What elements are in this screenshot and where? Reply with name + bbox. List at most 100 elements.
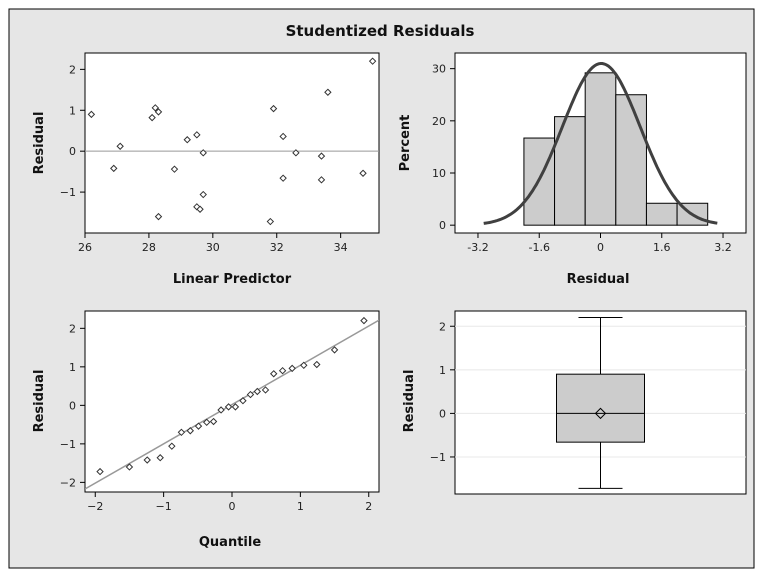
figure-title: Studentized Residuals <box>286 22 475 40</box>
qq-point <box>96 467 104 476</box>
scatter-point <box>279 132 287 141</box>
qq-y-tick-label: −1 <box>60 438 76 451</box>
qq-point <box>278 366 287 375</box>
scatter-y-axis-title: Residual <box>32 112 47 175</box>
qq-plot-area <box>84 310 380 493</box>
histogram-panel: Residual Percent -3.2 -1.6 0 1.6 3.2 0 10 20 30 <box>398 52 747 287</box>
scatter-point <box>269 104 278 113</box>
scatter-point <box>196 205 204 213</box>
histogram-x-tick-label: -1.6 <box>529 241 550 254</box>
scatter-point <box>359 169 367 177</box>
histogram-y-axis-title: Percent <box>398 115 413 172</box>
qq-point <box>168 442 176 450</box>
qq-point <box>186 427 195 435</box>
scatter-point <box>151 104 160 112</box>
histogram-x-tick-label: -3.2 <box>467 241 488 254</box>
scatter-point <box>279 174 287 182</box>
scatter-point <box>110 164 118 173</box>
qq-x-tick-label: 1 <box>297 500 304 513</box>
normal-density-curve <box>483 62 718 225</box>
qq-reference-line <box>85 319 379 490</box>
box-plot-panel: Residual −1 0 1 2 <box>402 310 747 495</box>
box-y-tick-label: 0 <box>439 407 446 420</box>
scatter-point <box>292 149 300 157</box>
histogram-y-tick-label: 10 <box>432 167 446 180</box>
scatter-panel-residual-vs-predictor: Linear Predictor Residual 26 28 30 32 34 −1 0 1… <box>32 52 380 287</box>
scatter-x-tick-label: 32 <box>270 241 284 254</box>
scatter-y-tick-label: 2 <box>69 63 76 76</box>
scatter-y-tick-label: 0 <box>69 145 76 158</box>
qq-y-tick-label: 1 <box>69 361 76 374</box>
box-mean-marker <box>594 407 607 420</box>
histogram-y-tick-label: 0 <box>439 219 446 232</box>
qq-x-tick-label: 0 <box>229 500 236 513</box>
qq-point <box>239 397 247 405</box>
scatter-point <box>87 110 96 119</box>
histogram-x-tick-label: 0 <box>597 241 604 254</box>
scatter-point <box>199 149 207 157</box>
qq-point <box>194 422 203 430</box>
scatter-point <box>317 152 326 160</box>
scatter-y-tick-label: 1 <box>69 104 76 117</box>
histogram-bar <box>584 72 617 226</box>
qq-point <box>288 364 296 373</box>
qq-point <box>253 387 262 396</box>
histogram-y-tick-label: 30 <box>432 63 446 76</box>
qq-y-axis-title: Residual <box>32 370 47 433</box>
qq-x-axis-title: Quantile <box>199 535 261 550</box>
qq-point <box>156 454 164 462</box>
scatter-point <box>193 131 201 139</box>
qq-point <box>224 403 233 411</box>
scatter-point <box>148 113 156 122</box>
scatter-point <box>170 165 179 173</box>
scatter-plot-area <box>84 52 380 234</box>
qq-point <box>177 428 186 437</box>
scatter-point <box>368 57 377 65</box>
qq-point <box>231 403 240 411</box>
scatter-point <box>317 176 326 184</box>
histogram-y-tick-label: 20 <box>432 115 446 128</box>
qq-point <box>360 316 368 325</box>
qq-point <box>217 406 225 414</box>
qq-plot-panel: Quantile Residual −2 −1 0 1 2 −2 −1 0 1 2 <box>32 310 380 550</box>
histogram-x-axis-title: Residual <box>567 272 630 287</box>
scatter-point <box>324 88 332 96</box>
scatter-point <box>116 142 124 150</box>
box-y-tick-label: 2 <box>439 320 446 333</box>
qq-point <box>209 417 218 426</box>
qq-x-tick-label: −2 <box>87 500 103 513</box>
scatter-point <box>266 217 275 226</box>
scatter-point <box>154 108 163 116</box>
qq-y-tick-label: −2 <box>60 476 76 489</box>
qq-point <box>269 370 278 378</box>
qq-y-tick-label: 2 <box>69 322 76 335</box>
qq-x-tick-label: 2 <box>365 500 372 513</box>
qq-x-tick-label: −1 <box>156 500 172 513</box>
qq-point <box>330 346 339 354</box>
box-y-tick-label: −1 <box>430 451 446 464</box>
scatter-x-tick-label: 28 <box>142 241 156 254</box>
qq-point <box>143 456 151 464</box>
qq-point <box>300 361 308 370</box>
scatter-x-axis-title: Linear Predictor <box>173 272 292 287</box>
scatter-point <box>199 190 207 199</box>
histogram-x-tick-label: 1.6 <box>653 241 671 254</box>
histogram-bar <box>645 202 678 226</box>
scatter-y-tick-label: −1 <box>60 186 76 199</box>
scatter-point <box>183 136 191 144</box>
qq-point <box>246 390 255 399</box>
scatter-x-tick-label: 26 <box>78 241 92 254</box>
box-y-axis-title: Residual <box>402 370 417 433</box>
scatter-x-tick-label: 34 <box>334 241 348 254</box>
qq-point <box>313 360 321 369</box>
scatter-x-tick-label: 30 <box>206 241 220 254</box>
histogram-bar <box>615 94 647 226</box>
qq-y-tick-label: 0 <box>69 399 76 412</box>
scatter-point <box>154 212 163 221</box>
box-y-tick-label: 1 <box>439 364 446 377</box>
histogram-x-tick-label: 3.2 <box>714 241 732 254</box>
qq-point <box>202 418 211 427</box>
qq-point <box>261 386 270 394</box>
qq-point <box>125 463 134 471</box>
